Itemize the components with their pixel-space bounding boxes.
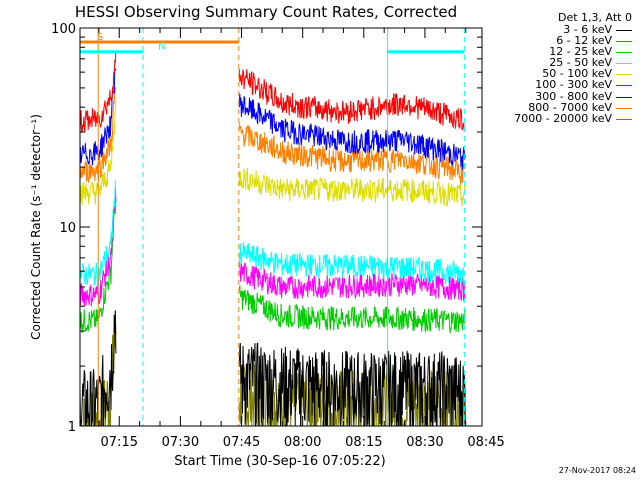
legend-entry: 25 - 50 keV — [482, 57, 632, 68]
legend-entry: 100 - 300 keV — [482, 78, 632, 92]
legend-swatch — [616, 85, 632, 87]
legend-entry: 800 - 7000 keV — [482, 102, 632, 113]
x-tick-label: 07:45 — [223, 435, 260, 450]
y-tick-label: 1 — [68, 420, 76, 435]
series-line — [79, 187, 466, 307]
legend-entry: 12 - 25 keV — [482, 46, 632, 57]
legend-entry: 6 - 12 keV — [482, 35, 632, 46]
legend-entry: 50 - 100 keV — [482, 68, 632, 79]
legend-entry: 7000 - 20000 keV — [482, 113, 632, 124]
y-tick-label: 10 — [59, 221, 76, 236]
legend-swatch — [616, 74, 632, 76]
legend-label: 6 - 12 keV — [556, 34, 612, 48]
flag-label: N — [158, 42, 165, 53]
chart-title: HESSI Observing Summary Count Rates, Cor… — [75, 3, 457, 21]
legend-label: 12 - 25 keV — [549, 45, 612, 59]
x-axis-label: Start Time (30-Sep-16 07:05:22) — [174, 454, 385, 469]
x-tick-label: 07:30 — [162, 435, 199, 450]
legend-label: 800 - 7000 keV — [528, 100, 612, 114]
legend-swatch — [616, 107, 632, 109]
axes: 1 10 100 07:15 07:30 07:45 08:00 08:15 08:30 08:4… — [51, 22, 505, 450]
legend-label: 3 - 6 keV — [563, 23, 612, 36]
legend-label: 7000 - 20000 keV — [514, 111, 612, 125]
legend: Det 1,3, Att 0 3 - 6 keV 6 - 12 keV 12 - 2… — [482, 12, 632, 124]
legend-swatch — [616, 52, 632, 54]
legend-label: 50 - 100 keV — [542, 67, 612, 81]
x-tick-label: 08:00 — [284, 435, 321, 450]
footer-timestamp: 27-Nov-2017 08:24 — [558, 466, 636, 475]
plot-area: SN — [79, 28, 466, 428]
x-tick-label: 08:45 — [467, 435, 504, 450]
legend-label: 300 - 800 keV — [535, 89, 612, 103]
legend-swatch — [616, 63, 632, 65]
legend-title: Det 1,3, Att 0 — [558, 11, 632, 24]
legend-swatch — [616, 30, 632, 31]
y-axis-label: Corrected Count Rate (s⁻¹ detector⁻¹) — [29, 114, 43, 340]
x-tick-label: 08:15 — [345, 435, 382, 450]
legend-swatch — [616, 96, 632, 98]
legend-label: 100 - 300 keV — [535, 78, 612, 92]
y-tick-label: 100 — [51, 22, 76, 37]
legend-entries: 3 - 6 keV 6 - 12 keV 12 - 25 keV 25 - 50 ke… — [482, 24, 632, 124]
flag-label: S — [97, 32, 103, 43]
legend-entry: 3 - 6 keV — [482, 24, 632, 35]
legend-swatch — [616, 118, 632, 120]
legend-swatch — [616, 41, 632, 43]
legend-entry: 300 - 800 keV — [482, 91, 632, 102]
x-tick-label: 07:15 — [101, 435, 138, 450]
x-tick-label: 08:30 — [406, 435, 443, 450]
legend-label: 25 - 50 keV — [549, 56, 612, 70]
